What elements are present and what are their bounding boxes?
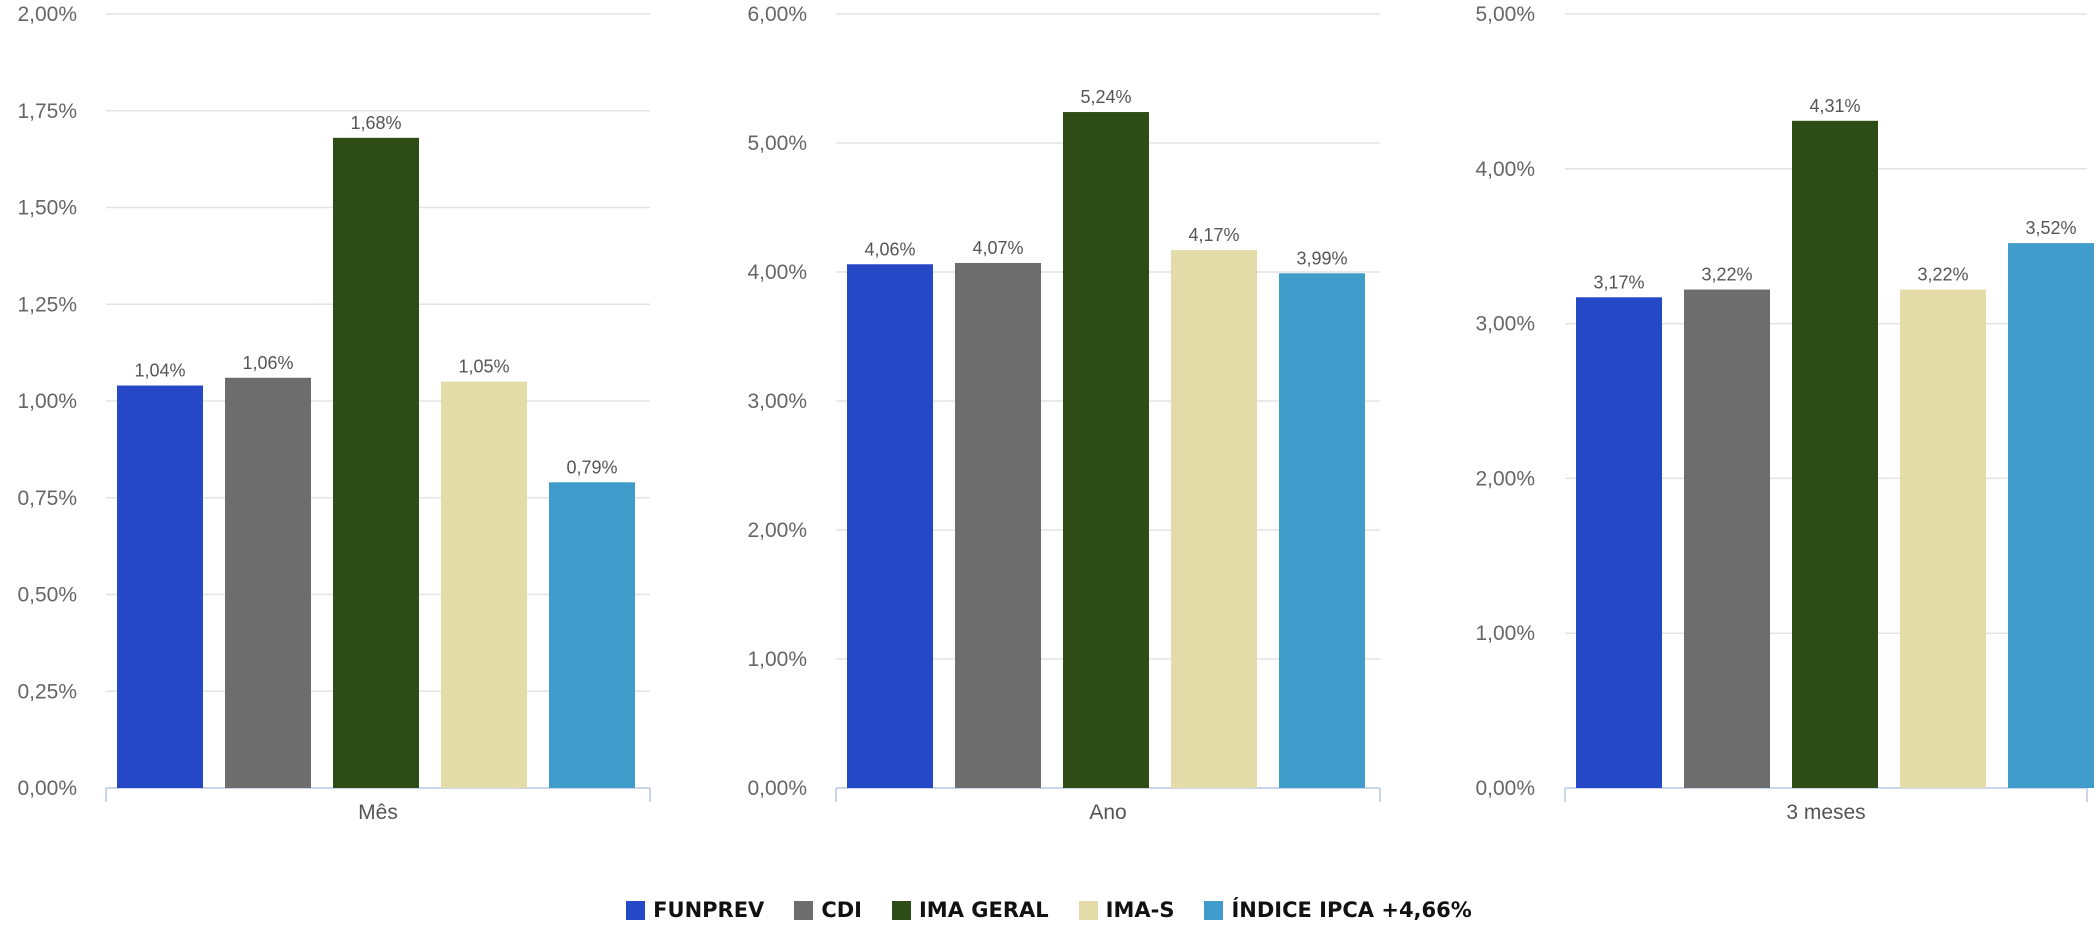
data-label: 1,04% — [134, 361, 185, 381]
data-label: 3,22% — [1701, 265, 1752, 285]
legend-swatch-cdi — [794, 901, 813, 920]
data-label: 3,17% — [1593, 272, 1644, 292]
legend-swatch-indice-ipca — [1204, 901, 1223, 920]
data-label: 1,05% — [458, 357, 509, 377]
y-tick-label: 1,75% — [17, 100, 77, 123]
legend-label-funprev: FUNPREV — [653, 898, 764, 922]
y-tick-label: 1,25% — [17, 293, 77, 316]
legend-label-ima-s: IMA-S — [1106, 898, 1175, 922]
bar-ima-s — [441, 382, 527, 788]
bar-funprev — [1576, 297, 1662, 788]
data-label: 1,06% — [242, 353, 293, 373]
legend-item-ima-geral[interactable]: IMA GERAL — [892, 898, 1049, 922]
y-tick-label: 1,50% — [17, 197, 77, 220]
data-label: 4,17% — [1188, 225, 1239, 245]
legend-item-cdi[interactable]: CDI — [794, 898, 862, 922]
bar--ndice-ipca-4-66- — [2008, 243, 2094, 788]
bar-ima-geral — [333, 138, 419, 788]
y-tick-label: 3,00% — [1475, 313, 1535, 336]
data-label: 3,99% — [1296, 248, 1347, 268]
y-tick-label: 1,00% — [17, 390, 77, 413]
legend: FUNPREV CDI IMA GERAL IMA-S ÍNDICE IPCA … — [0, 895, 2098, 925]
legend-swatch-ima-geral — [892, 901, 911, 920]
data-label: 0,79% — [566, 457, 617, 477]
x-axis-label: 3 meses — [1786, 801, 1865, 824]
y-tick-label: 6,00% — [747, 3, 807, 26]
y-tick-label: 5,00% — [747, 132, 807, 155]
bar--ndice-ipca-4-66- — [549, 482, 635, 788]
data-label: 4,31% — [1809, 96, 1860, 116]
bar-ima-geral — [1063, 112, 1149, 788]
data-label: 4,07% — [972, 238, 1023, 258]
legend-label-cdi: CDI — [821, 898, 862, 922]
y-tick-label: 3,00% — [747, 390, 807, 413]
bar-ima-s — [1171, 250, 1257, 788]
bar-ima-s — [1900, 290, 1986, 788]
y-tick-label: 4,00% — [747, 261, 807, 284]
x-axis-label: Mês — [358, 801, 398, 824]
data-label: 3,22% — [1917, 265, 1968, 285]
y-tick-label: 2,00% — [747, 519, 807, 542]
legend-swatch-ima-s — [1079, 901, 1098, 920]
legend-item-indice-ipca[interactable]: ÍNDICE IPCA +4,66% — [1204, 898, 1471, 922]
y-tick-label: 4,00% — [1475, 158, 1535, 181]
bar-ima-geral — [1792, 121, 1878, 788]
data-label: 4,06% — [864, 239, 915, 259]
bar-funprev — [117, 386, 203, 788]
y-tick-label: 2,00% — [1475, 467, 1535, 490]
data-label: 5,24% — [1080, 87, 1131, 107]
legend-label-ima-geral: IMA GERAL — [919, 898, 1049, 922]
data-label: 1,68% — [350, 113, 401, 133]
bar-cdi — [955, 263, 1041, 788]
bar-charts: 0,00% 0,25% 0,50% 0,75% 1,00% 1,25% 1,50% 1,75%… — [0, 0, 2098, 840]
y-tick-label: 5,00% — [1475, 3, 1535, 26]
bar-funprev — [847, 264, 933, 788]
y-tick-label: 0,25% — [17, 680, 77, 703]
y-tick-label: 0,00% — [1475, 777, 1535, 800]
y-tick-label: 0,00% — [17, 777, 77, 800]
legend-label-indice-ipca: ÍNDICE IPCA +4,66% — [1231, 898, 1471, 922]
bar-cdi — [1684, 290, 1770, 788]
y-tick-label: 0,50% — [17, 584, 77, 607]
bar-cdi — [225, 378, 311, 788]
y-tick-label: 2,00% — [17, 3, 77, 26]
legend-item-funprev[interactable]: FUNPREV — [626, 898, 764, 922]
data-label: 3,52% — [2025, 218, 2076, 238]
y-tick-label: 1,00% — [1475, 622, 1535, 645]
x-axis-label: Ano — [1089, 801, 1126, 824]
y-tick-label: 0,75% — [17, 487, 77, 510]
legend-swatch-funprev — [626, 901, 645, 920]
y-tick-label: 0,00% — [747, 777, 807, 800]
bar--ndice-ipca-4-66- — [1279, 273, 1365, 788]
y-tick-label: 1,00% — [747, 648, 807, 671]
legend-item-ima-s[interactable]: IMA-S — [1079, 898, 1175, 922]
